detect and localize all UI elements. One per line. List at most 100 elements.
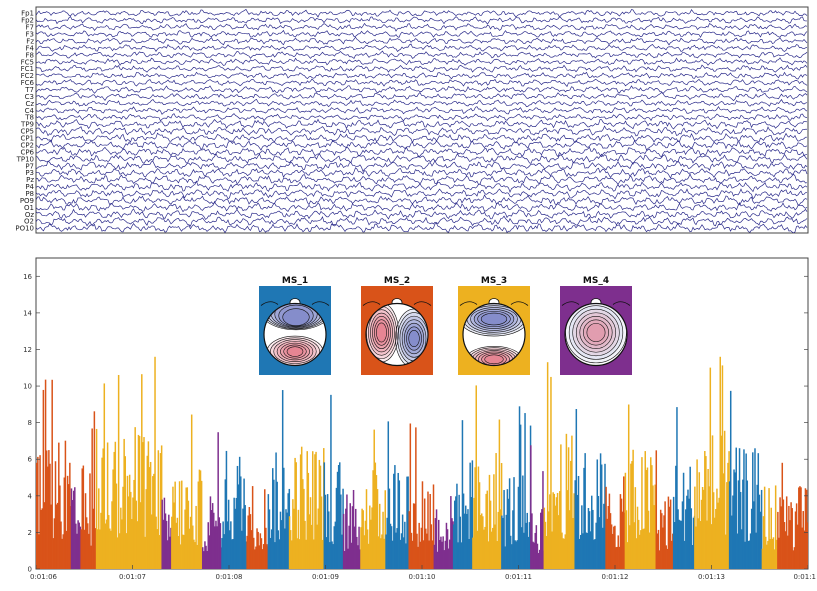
gfp-bar <box>631 461 633 569</box>
gfp-bar <box>198 469 201 569</box>
gfp-bar <box>237 484 240 569</box>
gfp-bar <box>685 509 687 569</box>
gfp-bar <box>653 505 655 569</box>
gfp-bar <box>164 513 167 569</box>
gfp-bar <box>513 477 515 569</box>
gfp-bar <box>329 542 331 569</box>
gfp-bar <box>619 494 622 569</box>
eeg-trace <box>36 152 808 165</box>
gfp-bar <box>230 521 232 569</box>
gfp-bar <box>711 435 714 569</box>
gfp-bar <box>203 551 205 569</box>
gfp-bar <box>421 481 424 569</box>
gfp-bar <box>161 499 163 569</box>
gfp-bar <box>606 518 608 569</box>
gfp-bar <box>183 534 185 569</box>
gfp-bar <box>706 520 708 569</box>
eeg-trace <box>36 50 808 60</box>
gfp-bar <box>551 531 553 569</box>
gfp-bar <box>419 541 422 569</box>
gfp-bar <box>274 542 276 569</box>
gfp-bar <box>563 538 565 569</box>
gfp-bar <box>257 531 259 569</box>
gfp-bar <box>780 506 782 569</box>
y-tick-label: 16 <box>23 273 32 281</box>
gfp-bar <box>350 542 353 569</box>
segment-ms-4 <box>433 496 454 569</box>
gfp-bar <box>588 511 591 569</box>
gfp-bar <box>440 536 442 569</box>
gfp-bar <box>295 462 297 569</box>
gfp-bar <box>663 515 665 569</box>
gfp-bar <box>163 497 166 569</box>
gfp-bar <box>672 496 675 569</box>
gfp-bar <box>443 550 446 569</box>
gfp-bar <box>677 509 679 569</box>
gfp-bar <box>647 510 650 569</box>
gfp-bar <box>286 512 288 569</box>
gfp-bar <box>402 537 405 569</box>
gfp-bar <box>221 538 223 569</box>
gfp-bar <box>719 356 721 569</box>
gfp-bar <box>554 505 557 569</box>
gfp-bar <box>55 504 58 569</box>
gfp-bar <box>456 483 458 569</box>
gfp-bar <box>770 507 772 569</box>
gfp-bar <box>534 532 536 569</box>
gfp-bar <box>83 529 86 569</box>
gfp-bar <box>472 537 474 569</box>
channel-label: CP2 <box>20 142 34 150</box>
gfp-bar <box>117 374 120 569</box>
eeg-trace <box>36 200 808 213</box>
y-tick-label: 8 <box>28 419 32 427</box>
gfp-bar <box>431 540 434 569</box>
gfp-bar <box>694 486 696 569</box>
gfp-bar <box>261 549 264 569</box>
gfp-bar <box>616 546 618 569</box>
gfp-bar <box>537 553 540 569</box>
gfp-bar <box>788 505 790 569</box>
gfp-bar <box>515 541 517 569</box>
gfp-bar <box>726 482 728 569</box>
gfp-bar <box>232 538 234 569</box>
gfp-bar <box>76 533 78 569</box>
gfp-bar <box>737 480 740 569</box>
gfp-bar <box>662 527 664 569</box>
gfp-bar <box>475 385 477 569</box>
gfp-bar <box>675 465 677 569</box>
gfp-bar <box>627 404 630 569</box>
gfp-bar <box>79 526 82 569</box>
gfp-bar <box>793 547 796 569</box>
gfp-bar <box>806 522 808 569</box>
gfp-bar <box>568 510 571 569</box>
gfp-bar <box>333 526 335 569</box>
channel-label: Cz <box>25 100 34 108</box>
gfp-bar <box>285 509 287 569</box>
x-tick-label: 0:01:06 <box>30 573 58 581</box>
gfp-bar <box>722 473 725 569</box>
gfp-bar <box>142 442 144 569</box>
gfp-bar <box>578 538 581 569</box>
gfp-bar <box>799 486 801 569</box>
gfp-bar <box>436 551 439 569</box>
gfp-bar <box>143 437 145 569</box>
channel-label: F4 <box>26 44 35 52</box>
gfp-bar <box>343 551 346 569</box>
gfp-bar <box>503 490 505 569</box>
gfp-bar <box>330 394 332 569</box>
gfp-bar <box>579 534 582 569</box>
gfp-bar <box>268 509 271 569</box>
gfp-bar <box>363 535 366 569</box>
x-tick-label: 0:01:13 <box>698 573 725 581</box>
gfp-bar <box>474 467 476 569</box>
gfp-bar <box>466 513 468 569</box>
gfp-bar <box>643 528 645 569</box>
gfp-bar <box>670 540 673 569</box>
gfp-bar <box>552 492 554 569</box>
gfp-bar <box>124 456 126 569</box>
gfp-bar <box>386 517 388 569</box>
gfp-bar <box>184 509 186 569</box>
gfp-bar <box>597 495 600 569</box>
gfp-bar <box>242 508 244 569</box>
gfp-bar <box>701 487 704 569</box>
